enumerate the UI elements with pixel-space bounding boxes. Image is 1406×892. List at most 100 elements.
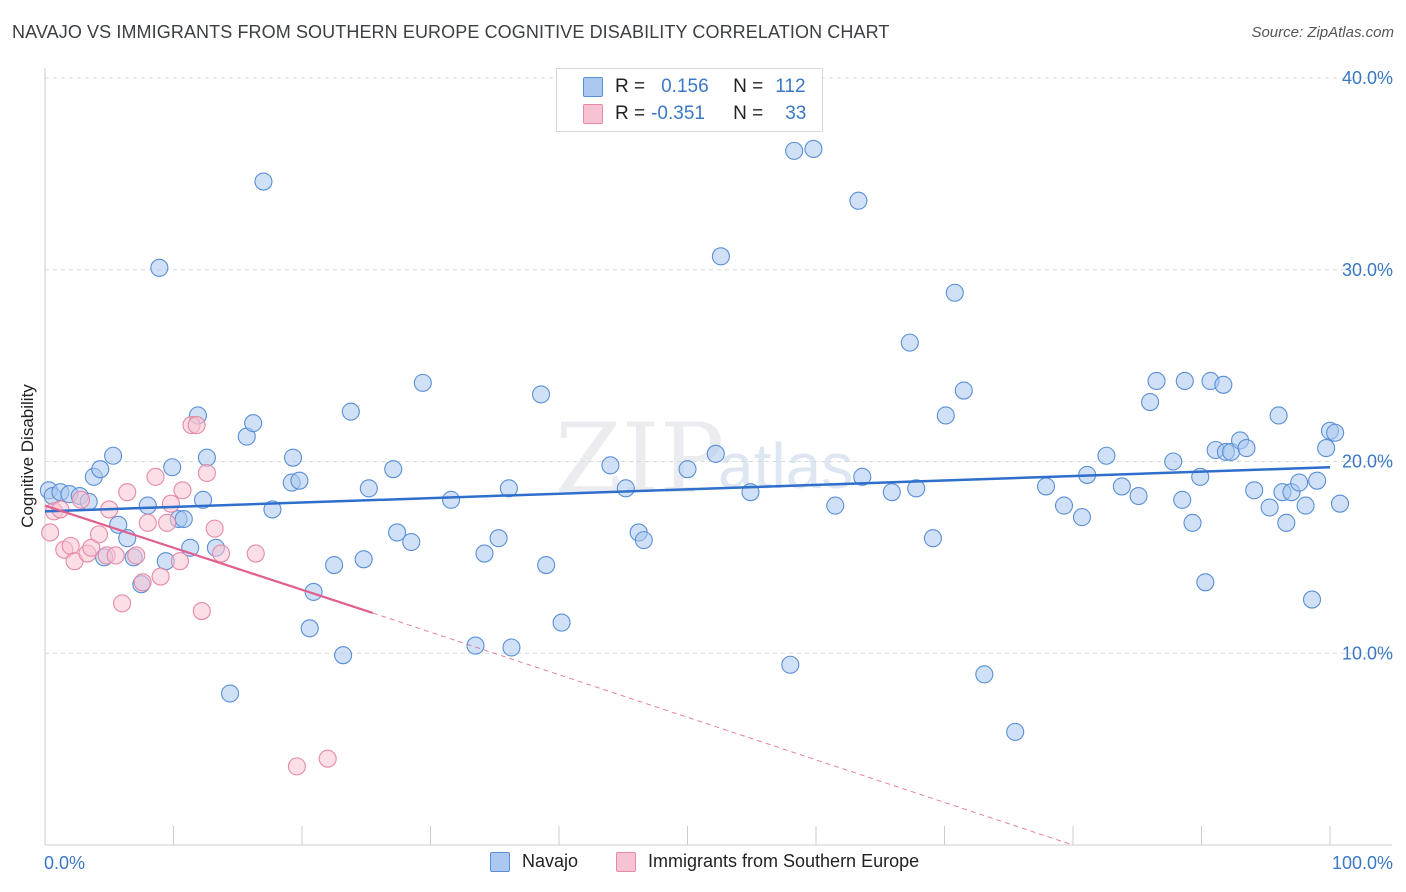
navajo-point [104, 446, 123, 465]
trend-lines [44, 466, 1331, 846]
navajo-point [923, 529, 942, 548]
navajo-point [174, 509, 193, 529]
navajo-point [138, 496, 157, 515]
navajo-point [1260, 498, 1279, 517]
axes [44, 68, 1392, 846]
immigrants-r-value: -0.351 [651, 103, 705, 124]
watermark-atlas: atlas [718, 430, 853, 502]
immigrants-point [161, 494, 180, 513]
immigrants-n-value: 33 [785, 103, 807, 124]
navajo-point [1214, 375, 1233, 394]
navajo-point [711, 247, 730, 266]
navajo-point [781, 655, 800, 674]
navajo-point [413, 373, 432, 392]
immigrants-swatch [583, 104, 603, 124]
navajo-point [1164, 452, 1183, 471]
immigrants-point [246, 544, 265, 563]
navajo-point [163, 458, 182, 477]
navajo-point [531, 385, 551, 404]
navajo-r-value: 0.156 [661, 76, 709, 97]
y-tick-label: 40.0% [1342, 68, 1393, 88]
immigrants-trend-line [44, 504, 374, 615]
legend-item-navajo[interactable]: Navajo [490, 851, 578, 872]
navajo-legend-swatch [490, 851, 510, 872]
navajo-point [616, 479, 635, 498]
navajo-point [300, 619, 319, 638]
r-label: R = [615, 103, 646, 124]
navajo-point [402, 532, 421, 552]
navajo-point [1175, 371, 1194, 391]
navajo-point [1112, 477, 1131, 496]
navajo-point [325, 555, 344, 575]
y-tick-label: 10.0% [1342, 643, 1393, 663]
immigrants-point [197, 463, 216, 483]
navajo-point [853, 467, 872, 486]
immigrants-point [158, 513, 177, 532]
navajo-point [826, 496, 845, 515]
navajo-point [936, 406, 955, 425]
navajo-point [1269, 406, 1288, 425]
immigrants-point [113, 594, 132, 613]
navajo-point [537, 555, 556, 575]
navajo-point [882, 483, 901, 502]
immigrants-point [127, 546, 146, 565]
navajo-point [334, 646, 353, 665]
navajo-point [150, 258, 169, 277]
navajo-point [220, 684, 240, 703]
immigrants-point [187, 416, 206, 435]
correlation-legend: R = 0.156 N = 112 R = -0.351 N = 33 [556, 68, 823, 132]
immigrants-point [41, 523, 60, 542]
legend-item-immigrants[interactable]: Immigrants from Southern Europe [616, 851, 919, 872]
navajo-point [502, 638, 521, 657]
immigrants-point [118, 483, 137, 502]
navajo-point [359, 479, 378, 498]
navajo-point [1277, 513, 1296, 532]
navajo-point [1302, 590, 1322, 609]
immigrants-point [146, 467, 165, 486]
y-tick-label: 30.0% [1342, 260, 1393, 280]
r-label: R = [615, 76, 646, 97]
navajo-point [499, 479, 518, 498]
navajo-point [1036, 477, 1056, 496]
chart-title: NAVAJO VS IMMIGRANTS FROM SOUTHERN EUROP… [12, 22, 890, 42]
immigrants-point [151, 567, 170, 586]
immigrants-legend-label: Immigrants from Southern Europe [648, 851, 920, 871]
n-label: N = [733, 76, 764, 97]
navajo-point [1290, 473, 1309, 492]
navajo-point [678, 460, 697, 479]
navajo-point [945, 283, 964, 302]
navajo-point [283, 448, 303, 467]
navajo-point [954, 381, 973, 400]
navajo-point [388, 523, 407, 542]
immigrants-point [287, 757, 306, 776]
navajo-point [442, 490, 461, 509]
navajo-point [1173, 490, 1192, 509]
navajo-point [785, 141, 804, 160]
immigrants-points [41, 416, 337, 776]
navajo-point [601, 456, 620, 475]
navajo-point [1317, 439, 1336, 458]
legend-row-immigrants: R = -0.351 N = 33 [583, 101, 806, 127]
navajo-legend-label: Navajo [522, 851, 579, 871]
immigrants-point [138, 513, 157, 532]
navajo-point [1296, 496, 1315, 515]
immigrants-point [205, 519, 224, 538]
legend-row-navajo: R = 0.156 N = 112 [583, 74, 806, 100]
navajo-point [907, 479, 926, 498]
navajo-point [384, 460, 403, 479]
x-tick-label: 0.0% [44, 853, 85, 873]
immigrants-point [211, 544, 231, 563]
tick-labels: 10.0% 20.0% 30.0% 40.0% 0.0% 100.0% [44, 68, 1393, 873]
x-tick-label: 100.0% [1332, 853, 1393, 873]
navajo-swatch [583, 77, 603, 97]
immigrants-trend-extension [372, 612, 1074, 846]
n-label: N = [733, 103, 764, 124]
immigrants-point [106, 546, 125, 565]
navajo-point [1097, 446, 1116, 465]
navajo-point [706, 444, 725, 463]
navajo-point [341, 402, 360, 421]
navajo-point [91, 460, 110, 479]
navajo-n-value: 112 [775, 76, 806, 97]
navajo-point [900, 333, 919, 352]
navajo-point [244, 414, 263, 433]
